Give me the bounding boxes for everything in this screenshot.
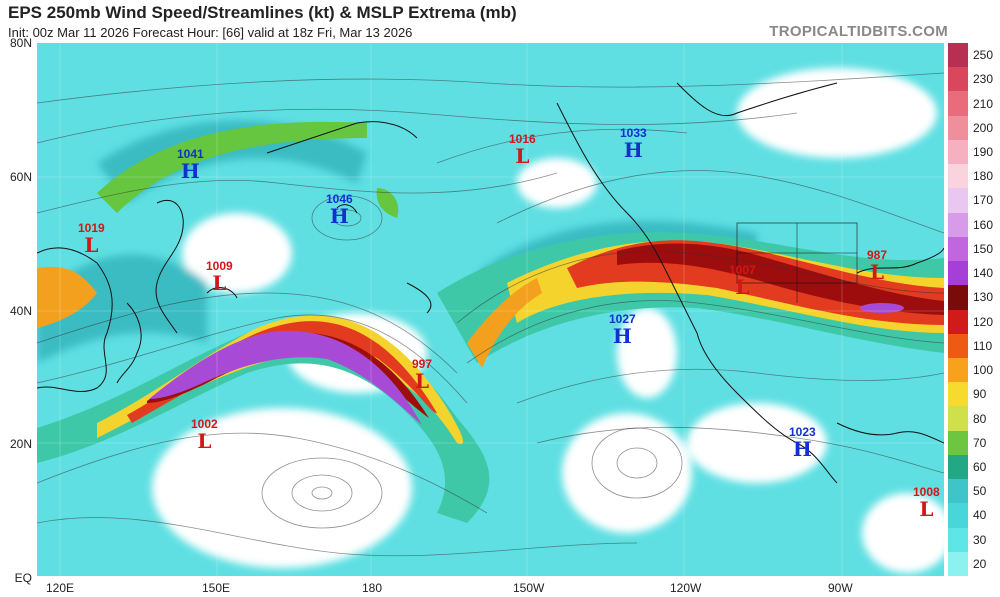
pressure-low-marker: 987 L [867,248,888,284]
pressure-low-marker: 1007 L [729,263,756,299]
colorbar-swatch [948,212,968,238]
colorbar-tick-label: 230 [973,72,994,87]
colorbar-swatch [948,309,968,335]
lon-label: 120W [670,581,702,595]
calm-area [737,68,937,158]
colorbar-tick-label: 80 [973,411,987,426]
streamlines [37,72,944,557]
calm-area [617,308,677,398]
colorbar-tick-label: 190 [973,145,994,160]
lat-label: 20N [9,437,32,451]
colorbar-tick-label: 250 [973,48,994,63]
map-title: EPS 250mb Wind Speed/Streamlines (kt) & … [8,3,517,22]
colorbar-swatch [948,503,968,529]
colorbar-tick-label: 110 [973,338,993,353]
colorbar-swatch [948,261,968,286]
colorbar-swatch [948,430,968,456]
colorbar-tick-label: 90 [973,387,987,402]
lon-label: 120E [46,581,75,595]
colorbar-swatch [948,67,968,92]
pressure-high-marker: 1027 H [609,312,636,348]
green-band [97,121,367,213]
graticule [37,43,944,576]
colorbar-tick-label: 160 [973,217,994,232]
colorbar-tick-label: 200 [973,120,994,135]
lon-label: 150E [202,581,231,595]
lat-label: EQ [14,571,32,585]
colorbar-tick-label: 20 [973,556,987,571]
pressure-high-marker: 1041 H [177,147,204,183]
colorbar-swatch [948,333,968,359]
calm-area [182,213,292,293]
colorbar-swatch [948,454,968,480]
jet-stream-core [617,243,944,315]
lat-label: 60N [9,170,32,184]
colorbar-swatch [948,188,968,214]
calm-area [517,158,597,208]
lon-label: 90W [828,581,853,595]
colorbar-tick-label: 120 [973,314,994,329]
pressure-high-marker: 1033 H [620,126,647,162]
jet-max-purple [149,330,422,425]
lat-label: 80N [9,36,32,50]
colorbar-tick-label: 100 [973,363,994,378]
pressure-high-marker: 1046 H [326,192,353,228]
pressure-high-marker: 1023 H [789,425,816,461]
pressure-low-marker: 1019 L [78,221,105,257]
jet-stream-core [127,321,437,423]
calm-area [152,408,412,568]
pressure-low-marker: 997 L [412,357,433,393]
wind-map [37,43,944,576]
colorbar-tick-label: 50 [973,484,987,499]
calm-area [862,493,944,573]
colorbar-swatch [948,139,968,165]
colorbar-tick-label: 130 [973,290,994,305]
jet-max-purple [860,303,904,313]
colorbar-tick-label: 150 [973,241,994,256]
colorbar-swatch [948,236,968,262]
colorbar-tick-label: 210 [973,96,994,111]
colorbar-swatch [948,527,968,553]
colorbar-tick-label: 170 [973,193,994,208]
colorbar-tick-label: 180 [973,169,994,184]
colorbar-tick-label: 30 [973,532,987,547]
lat-label: 40N [9,304,32,318]
coastlines [37,82,944,484]
colorbar-tick-label: 70 [973,435,987,450]
colorbar-swatch [948,357,968,383]
colorbar-tick-label: 40 [973,508,987,523]
lon-label: 150W [513,581,545,595]
pressure-low-marker: 1009 L [206,259,233,295]
colorbar-tick-label: 60 [973,459,987,474]
colorbar-swatch [948,406,968,432]
colorbar-swatch [948,91,968,117]
colorbar-swatch [948,382,968,407]
calm-area [687,403,827,483]
colorbar-swatch [948,479,968,504]
colorbar [948,43,968,577]
colorbar-swatch [948,285,968,310]
colorbar-swatch [948,164,968,189]
pressure-low-marker: 1016 L [509,132,536,168]
pressure-low-marker: 1002 L [191,417,218,453]
lon-label: 180 [362,581,383,595]
colorbar-swatch [948,115,968,141]
map-subtitle: Init: 00z Mar 11 2026 Forecast Hour: [66… [8,25,413,40]
brand-watermark[interactable]: TROPICALTIDBITS.COM [769,23,948,40]
pressure-low-marker: 1008 L [913,485,940,521]
colorbar-swatch [948,551,968,577]
calm-area [562,413,692,533]
colorbar-swatch [948,43,968,68]
colorbar-tick-label: 140 [973,266,994,281]
